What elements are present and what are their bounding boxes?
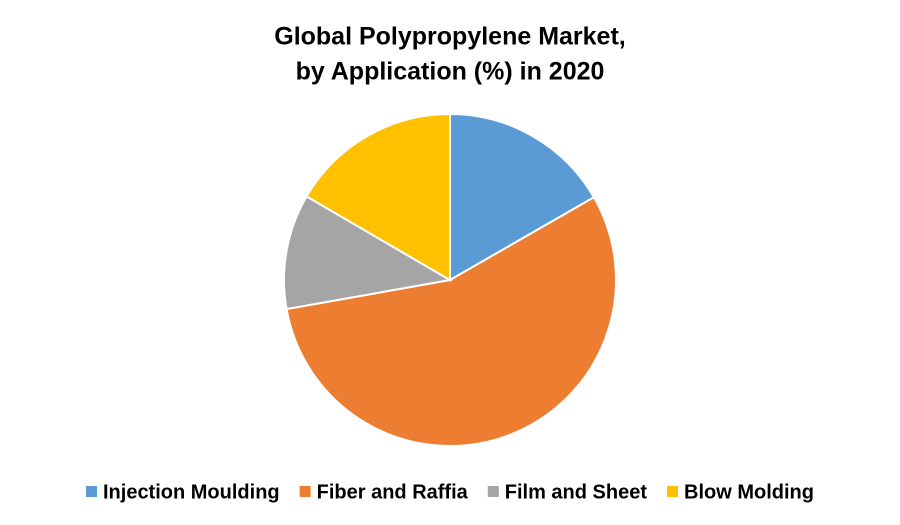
legend-label: Injection Moulding xyxy=(103,481,280,503)
legend-swatch xyxy=(667,486,679,497)
legend-swatch xyxy=(299,486,311,497)
chart-title: Global Polypropylene Market, xyxy=(274,23,625,51)
pie-slice xyxy=(283,195,453,311)
legend-label: Blow Molding xyxy=(684,481,814,503)
legend-swatch xyxy=(487,486,499,497)
legend-label: Fiber and Raffia xyxy=(317,481,469,503)
pie-slice xyxy=(305,112,451,282)
pie-slice xyxy=(449,112,596,282)
legend-swatch xyxy=(85,486,97,497)
legend-label: Film and Sheet xyxy=(505,481,648,503)
pie-slice xyxy=(285,195,617,447)
chart-title: by Application (%) in 2020 xyxy=(296,58,605,86)
